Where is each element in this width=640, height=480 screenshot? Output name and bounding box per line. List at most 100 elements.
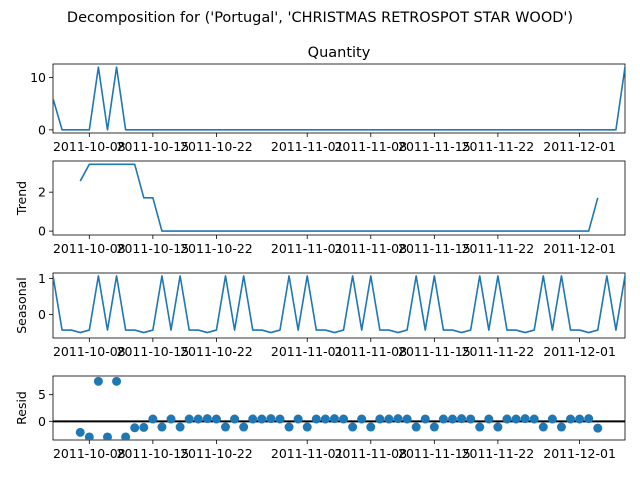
resid-point bbox=[239, 422, 249, 432]
x-tick-label: 2011-11-15 bbox=[398, 344, 471, 359]
y-tick-label: 0 bbox=[38, 224, 46, 239]
resid-point bbox=[193, 414, 203, 424]
resid-point bbox=[484, 414, 494, 424]
resid-point bbox=[475, 422, 485, 432]
y-axis-label: Resid bbox=[14, 391, 29, 425]
resid-point bbox=[502, 414, 512, 424]
x-tick-label: 2011-11-08 bbox=[334, 241, 407, 256]
resid-point bbox=[139, 422, 149, 432]
resid-point bbox=[275, 414, 285, 424]
resid-point bbox=[457, 414, 467, 424]
resid-point bbox=[339, 414, 349, 424]
y-tick-label: 0 bbox=[38, 414, 46, 429]
x-tick-label: 2011-11-01 bbox=[271, 446, 344, 461]
resid-point bbox=[575, 414, 585, 424]
resid-point bbox=[493, 422, 503, 432]
y-tick-label: 10 bbox=[30, 70, 46, 85]
plot-area bbox=[53, 66, 625, 131]
resid-point bbox=[130, 423, 140, 433]
y-axis-label: Trend bbox=[14, 181, 29, 216]
resid-point bbox=[411, 422, 421, 432]
x-tick-label: 2011-10-08 bbox=[53, 344, 126, 359]
resid-point bbox=[420, 414, 430, 424]
resid-point bbox=[375, 414, 385, 424]
x-tick-label: 2011-10-08 bbox=[53, 446, 126, 461]
series-line bbox=[53, 275, 625, 334]
resid-point bbox=[175, 422, 185, 432]
resid-point bbox=[202, 414, 212, 424]
resid-point bbox=[112, 376, 122, 386]
resid-point bbox=[593, 423, 603, 433]
axes-frame bbox=[52, 272, 626, 339]
resid-point bbox=[93, 376, 103, 386]
resid-point bbox=[221, 422, 231, 432]
resid-point bbox=[102, 432, 112, 440]
resid-point bbox=[348, 422, 358, 432]
resid-point bbox=[148, 414, 158, 424]
resid-point bbox=[584, 414, 594, 424]
resid-point bbox=[257, 414, 267, 424]
panel-0: Quantity 0 10 2011-10-082011-10-152011-10-2… bbox=[30, 45, 626, 154]
x-tick-label: 2011-10-15 bbox=[117, 344, 190, 359]
series-line bbox=[53, 66, 625, 131]
panel-2: Seasonal 0 1 2011-10-082011-10-152011-10-22… bbox=[14, 271, 626, 359]
panel-title: Quantity bbox=[308, 45, 371, 61]
resid-point bbox=[75, 427, 85, 437]
resid-point bbox=[357, 414, 367, 424]
x-tick-label: 2011-12-01 bbox=[543, 139, 616, 154]
x-tick-label: 2011-12-01 bbox=[543, 344, 616, 359]
resid-point bbox=[302, 422, 312, 432]
resid-point bbox=[320, 414, 330, 424]
resid-point bbox=[393, 414, 403, 424]
x-tick-label: 2011-11-01 bbox=[271, 344, 344, 359]
x-tick-label: 2011-11-01 bbox=[271, 241, 344, 256]
resid-point bbox=[184, 414, 194, 424]
x-tick-label: 2011-10-22 bbox=[180, 139, 253, 154]
x-tick-label: 2011-10-22 bbox=[180, 241, 253, 256]
resid-point bbox=[284, 422, 294, 432]
plot-area bbox=[53, 275, 625, 334]
y-tick-label: 5 bbox=[38, 387, 46, 402]
series-line bbox=[79, 163, 599, 232]
resid-point bbox=[529, 414, 539, 424]
resid-point bbox=[447, 414, 457, 424]
x-tick-label: 2011-10-22 bbox=[180, 446, 253, 461]
axes-frame bbox=[52, 160, 626, 236]
x-tick-label: 2011-11-22 bbox=[462, 446, 535, 461]
x-tick-label: 2011-11-08 bbox=[334, 139, 407, 154]
figure-suptitle: Decomposition for ('Portugal', 'CHRISTMA… bbox=[67, 10, 573, 26]
resid-point bbox=[329, 414, 339, 424]
resid-point bbox=[293, 414, 303, 424]
resid-point bbox=[166, 414, 176, 424]
x-tick-label: 2011-11-15 bbox=[398, 139, 471, 154]
resid-point bbox=[366, 422, 376, 432]
resid-point bbox=[520, 414, 530, 424]
resid-point bbox=[466, 414, 476, 424]
resid-point bbox=[211, 414, 221, 424]
axes-frame bbox=[52, 63, 626, 134]
x-tick-label: 2011-11-08 bbox=[334, 344, 407, 359]
x-tick-label: 2011-11-01 bbox=[271, 139, 344, 154]
plot-area bbox=[53, 376, 625, 440]
x-tick-label: 2011-10-15 bbox=[117, 241, 190, 256]
y-tick-label: 0 bbox=[38, 122, 46, 137]
x-tick-label: 2011-11-22 bbox=[462, 139, 535, 154]
axes-frame bbox=[52, 375, 626, 441]
x-tick-label: 2011-10-15 bbox=[117, 139, 190, 154]
resid-point bbox=[402, 414, 412, 424]
x-tick-label: 2011-11-22 bbox=[462, 241, 535, 256]
resid-point bbox=[547, 414, 557, 424]
x-tick-label: 2011-10-08 bbox=[53, 139, 126, 154]
x-tick-label: 2011-11-15 bbox=[398, 241, 471, 256]
resid-point bbox=[429, 422, 439, 432]
resid-point bbox=[248, 414, 258, 424]
x-tick-label: 2011-12-01 bbox=[543, 446, 616, 461]
resid-point bbox=[311, 414, 321, 424]
x-tick-label: 2011-12-01 bbox=[543, 241, 616, 256]
resid-point bbox=[384, 414, 394, 424]
resid-point bbox=[538, 422, 548, 432]
plot-area bbox=[79, 163, 599, 232]
resid-point bbox=[121, 432, 131, 440]
